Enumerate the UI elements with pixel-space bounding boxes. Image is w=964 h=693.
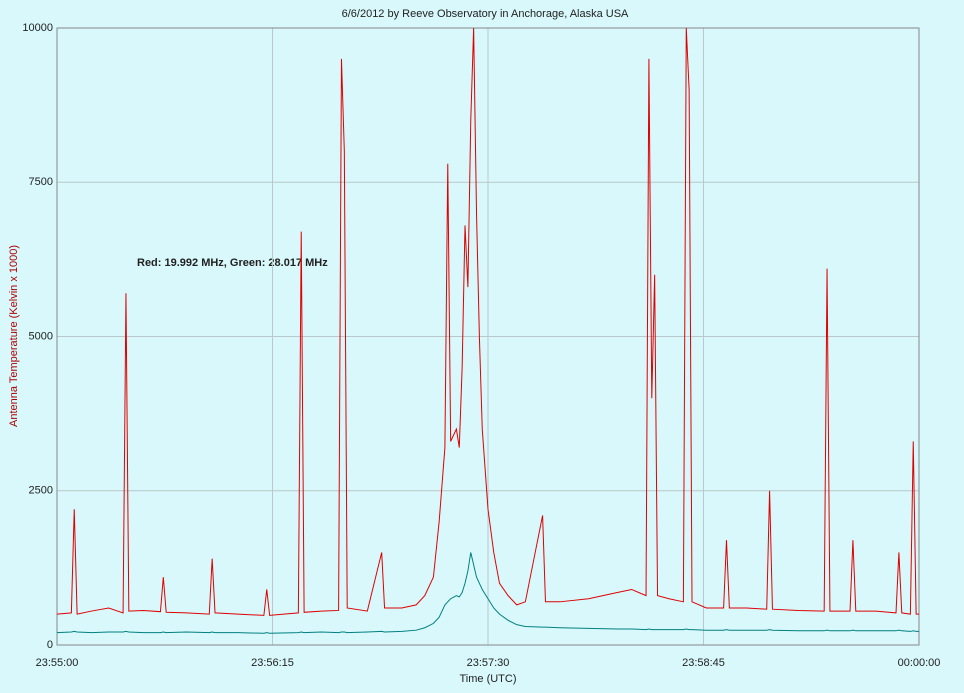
chart-title: 6/6/2012 by Reeve Observatory in Anchora… (342, 8, 629, 20)
x-tick-label: 23:58:45 (682, 657, 725, 669)
y-tick-label: 0 (47, 639, 53, 651)
y-tick-label: 5000 (29, 330, 53, 342)
x-tick-label: 23:56:15 (251, 657, 294, 669)
annotation: Red: 19.992 MHz, Green: 28.017 MHz (137, 257, 328, 269)
y-tick-label: 7500 (29, 176, 53, 188)
y-axis-label: Antenna Temperature (Kelvin x 1000) (8, 245, 20, 427)
y-tick-label: 10000 (22, 22, 53, 34)
x-tick-label: 00:00:00 (898, 657, 941, 669)
x-tick-label: 23:55:00 (36, 657, 79, 669)
series-line (56, 27, 919, 616)
x-tick-label: 23:57:30 (467, 657, 510, 669)
series-line (56, 552, 919, 634)
x-axis-label: Time (UTC) (459, 673, 516, 685)
y-tick-label: 2500 (29, 485, 53, 497)
plot-frame (56, 27, 920, 646)
